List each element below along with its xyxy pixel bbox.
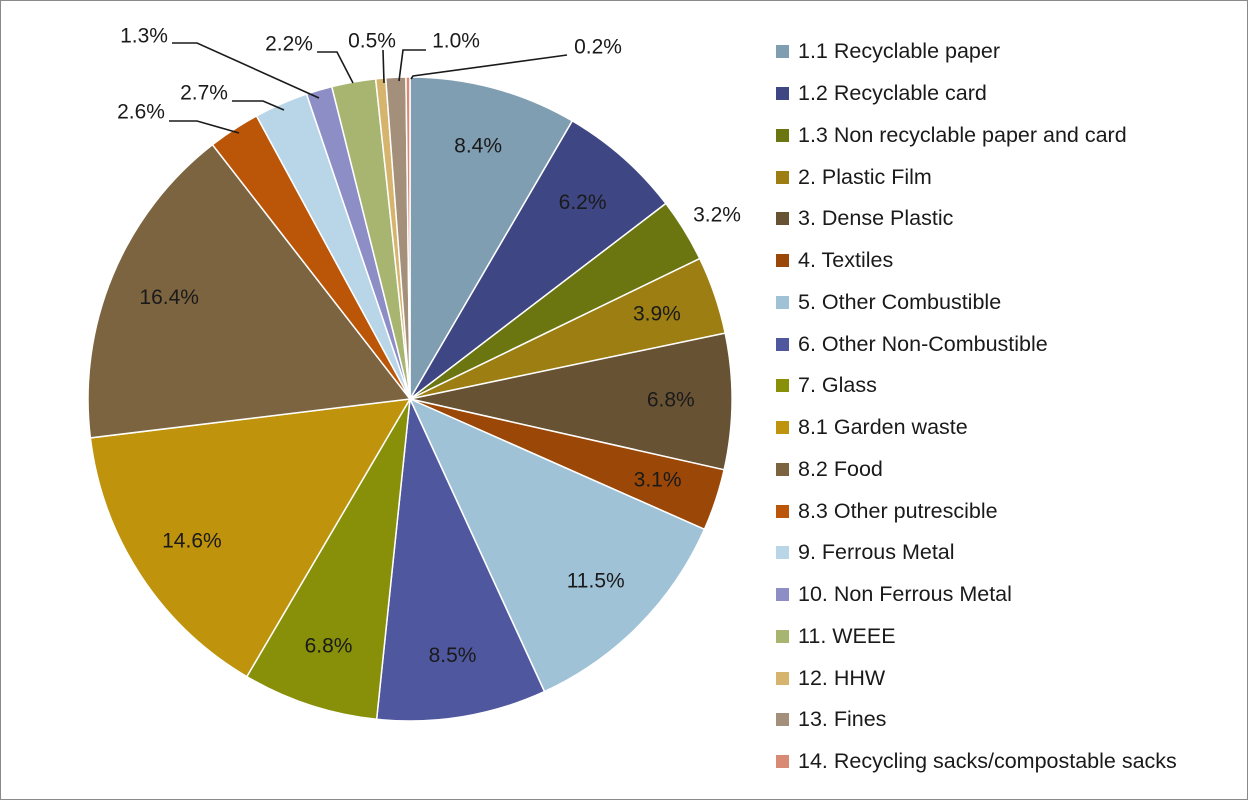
legend-item: 9. Ferrous Metal: [776, 532, 1177, 574]
pie-slice: [245, 398, 411, 721]
legend-label: 7. Glass: [798, 373, 877, 398]
data-label: 3.1%: [634, 468, 682, 491]
legend-swatch: [776, 629, 789, 643]
pie-slice: [409, 76, 574, 402]
legend-label: 11. WEEE: [798, 623, 896, 648]
leader-line: [169, 120, 240, 134]
legend-label: 2. Plastic Film: [798, 164, 932, 189]
legend-label: 3. Dense Plastic: [798, 206, 954, 231]
legend-swatch: [776, 128, 789, 142]
legend-label: 1.2 Recyclable card: [798, 81, 987, 106]
legend-item: 10. Non Ferrous Metal: [776, 574, 1177, 616]
legend-item: 8.3 Other putrescible: [776, 490, 1177, 532]
legend-label: 8.1 Garden waste: [798, 415, 968, 440]
pie-slice: [405, 76, 411, 400]
legend-swatch: [776, 713, 789, 727]
data-label: 1.0%: [432, 30, 480, 53]
data-label: 6.8%: [305, 634, 353, 657]
data-label: 16.4%: [139, 286, 199, 309]
pie-slices: [87, 76, 733, 722]
legend-swatch: [776, 87, 789, 101]
leader-line: [410, 54, 568, 80]
legend-swatch: [776, 504, 789, 518]
pie-slice: [87, 143, 412, 439]
pie-slice: [375, 396, 546, 722]
legend-label: 8.3 Other putrescible: [798, 498, 998, 523]
pie-slice: [408, 397, 706, 693]
data-label: 14.6%: [162, 530, 222, 553]
legend-item: 14. Recycling sacks/compostable sacks: [776, 741, 1177, 783]
data-label: 3.2%: [693, 204, 741, 227]
legend-swatch: [776, 379, 789, 393]
leader-line: [382, 49, 385, 84]
pie-slice: [89, 398, 412, 678]
legend-swatch: [776, 462, 789, 476]
data-label: 8.5%: [429, 644, 477, 667]
legend-item: 5. Other Combustible: [776, 282, 1177, 324]
legend-item: 8.1 Garden waste: [776, 407, 1177, 449]
data-label: 0.5%: [348, 30, 396, 53]
legend-swatch: [776, 546, 789, 560]
legend-label: 14. Recycling sacks/compostable sacks: [798, 749, 1177, 774]
legend-swatch: [776, 254, 789, 268]
legend-label: 13. Fines: [798, 707, 887, 732]
leader-line: [172, 42, 320, 99]
legend-swatch: [776, 170, 789, 184]
pie-chart: 8.4% 6.2% 3.2% 3.9% 6.8% 3.1% 11.5% 8.5% 6.8% 14.…: [87, 25, 741, 722]
legend-label: 5. Other Combustible: [798, 289, 1002, 314]
legend-swatch: [776, 671, 789, 685]
leader-line: [232, 100, 285, 111]
legend-label: 12. HHW: [798, 665, 886, 690]
legend-item: 1.3 Non recyclable paper and card: [776, 115, 1177, 157]
legend-item: 7. Glass: [776, 365, 1177, 407]
legend-label: 8.2 Food: [798, 456, 883, 481]
legend-swatch: [776, 337, 789, 351]
legend-item: 1.2 Recyclable card: [776, 73, 1177, 115]
legend-item: 13. Fines: [776, 699, 1177, 741]
legend-swatch: [776, 295, 789, 309]
legend-label: 4. Textiles: [798, 248, 894, 273]
legend-item: 8.2 Food: [776, 449, 1177, 491]
legend-item: 4. Textiles: [776, 240, 1177, 282]
legend-label: 1.3 Non recyclable paper and card: [798, 122, 1127, 147]
legend-swatch: [776, 212, 789, 226]
leader-line: [398, 49, 426, 82]
legend-item: 2. Plastic Film: [776, 156, 1177, 198]
data-label: 6.2%: [559, 191, 607, 214]
legend-label: 6. Other Non-Combustible: [798, 331, 1048, 356]
data-label: 6.8%: [647, 389, 695, 412]
pie-slice: [409, 332, 733, 471]
legend-item: 6. Other Non-Combustible: [776, 323, 1177, 365]
data-label: 8.4%: [454, 135, 502, 158]
data-label: 2.7%: [180, 82, 228, 105]
data-label: 1.3%: [120, 25, 168, 48]
data-label: 11.5%: [567, 570, 625, 593]
data-label: 0.2%: [574, 36, 622, 59]
leader-line: [317, 51, 354, 84]
data-labels: 8.4% 6.2% 3.2% 3.9% 6.8% 3.1% 11.5% 8.5% 6.8% 14.…: [117, 25, 741, 667]
data-label: 3.9%: [633, 302, 681, 325]
legend-item: 3. Dense Plastic: [776, 198, 1177, 240]
legend-label: 1.1 Recyclable paper: [798, 39, 1000, 64]
data-label: 2.2%: [265, 33, 313, 56]
data-label: 2.6%: [117, 101, 165, 124]
leader-lines: [169, 42, 568, 134]
legend: 1.1 Recyclable paper 1.2 Recyclable card 1…: [776, 31, 1177, 783]
legend-swatch: [776, 421, 789, 435]
legend-item: 12. HHW: [776, 657, 1177, 699]
legend-label: 9. Ferrous Metal: [798, 540, 955, 565]
pie-slice: [409, 119, 667, 400]
legend-item: 1.1 Recyclable paper: [776, 31, 1177, 73]
legend-swatch: [776, 588, 789, 602]
legend-item: 11. WEEE: [776, 616, 1177, 658]
legend-swatch: [776, 755, 789, 769]
legend-swatch: [776, 45, 789, 59]
legend-label: 10. Non Ferrous Metal: [798, 582, 1012, 607]
